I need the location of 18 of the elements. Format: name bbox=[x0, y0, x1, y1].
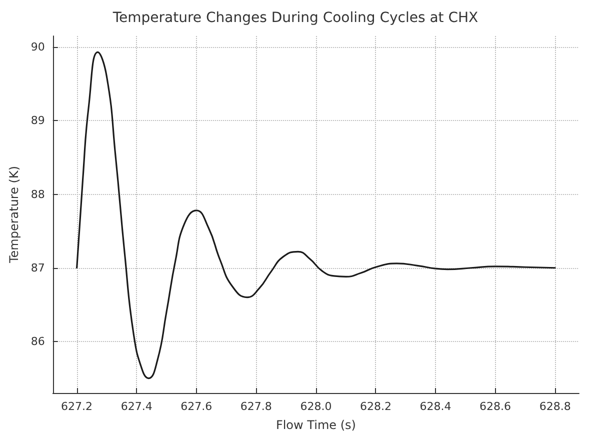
x-tick-label: 627.2 bbox=[61, 400, 93, 413]
x-tick-label: 627.6 bbox=[180, 400, 212, 413]
y-axis-title: Temperature (K) bbox=[7, 166, 21, 264]
x-tick-label: 628.0 bbox=[300, 400, 332, 413]
y-tick-label: 89 bbox=[30, 114, 45, 128]
x-tick-label: 627.4 bbox=[120, 400, 152, 413]
line-series bbox=[76, 51, 556, 380]
x-tick-label: 628.2 bbox=[360, 400, 392, 413]
x-tick-label: 627.8 bbox=[240, 400, 272, 413]
x-tick-label: 628.6 bbox=[480, 400, 512, 413]
y-tick-label: 87 bbox=[30, 261, 45, 274]
chart-title: Temperature Changes During Cooling Cycles at CHX bbox=[112, 10, 479, 26]
y-tick-label: 86 bbox=[30, 334, 45, 348]
x-axis-title: Flow Time (s) bbox=[276, 418, 356, 432]
x-tick-label: 628.8 bbox=[539, 400, 571, 413]
x-tick-label: 628.4 bbox=[420, 400, 452, 413]
y-tick-label: 88 bbox=[30, 188, 45, 201]
y-tick-label: 90 bbox=[30, 40, 45, 54]
